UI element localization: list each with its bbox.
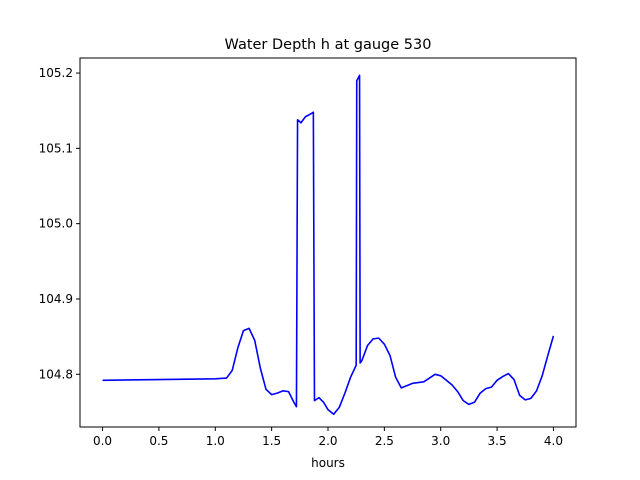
x-axis-ticks: 0.0 0.5 1.0 1.5 2.0 2.5 3.0 3.5 4.0 (93, 427, 563, 448)
y-axis-ticks: 104.8 104.9 105.0 105.1 105.2 (39, 66, 80, 381)
x-tick-label: 2.5 (375, 434, 394, 448)
x-tick-label: 0.5 (149, 434, 168, 448)
x-tick-label: 4.0 (544, 434, 563, 448)
x-tick-label: 1.0 (206, 434, 225, 448)
x-tick-label: 1.5 (262, 434, 281, 448)
plot-frame (79, 57, 577, 428)
series-line (102, 74, 555, 415)
x-tick-label: 2.0 (318, 434, 337, 448)
x-tick-label: 0.0 (93, 434, 112, 448)
y-tick-label: 104.9 (39, 292, 73, 306)
x-axis-label: hours (311, 456, 345, 470)
y-tick-label: 104.8 (39, 367, 73, 381)
chart-title: Water Depth h at gauge 530 (225, 37, 432, 53)
y-tick-label: 105.1 (39, 141, 73, 155)
y-tick-label: 105.0 (39, 217, 73, 231)
y-tick-label: 105.2 (39, 66, 73, 80)
x-tick-label: 3.5 (488, 434, 507, 448)
plot-area (102, 74, 555, 415)
x-tick-label: 3.0 (431, 434, 450, 448)
